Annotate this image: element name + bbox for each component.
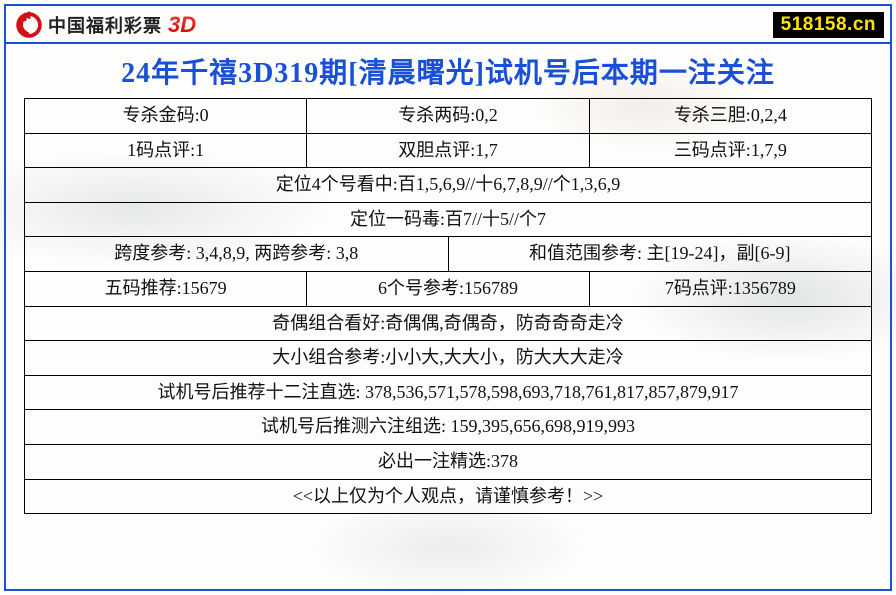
table-cell: 专杀三胆:0,2,4 [589, 99, 871, 133]
table-row: 跨度参考: 3,4,8,9, 两跨参考: 3,8和值范围参考: 主[19-24]… [25, 236, 871, 271]
site-badge: 518158.cn [773, 12, 884, 38]
table-cell: 五码推荐:15679 [25, 272, 306, 306]
table-cell: 6个号参考:156789 [306, 272, 588, 306]
table-cell: 跨度参考: 3,4,8,9, 两跨参考: 3,8 [25, 237, 448, 271]
table-cell: 定位一码毒:百7//十5//个7 [25, 203, 871, 237]
table-cell: 定位4个号看中:百1,5,6,9//十6,7,8,9//个1,3,6,9 [25, 168, 871, 202]
table-row: 必出一注精选:378 [25, 444, 871, 479]
logo-group: 中国福利彩票 3D [14, 10, 196, 40]
table-cell: 双胆点评:1,7 [306, 134, 588, 168]
table-cell: 和值范围参考: 主[19-24]，副[6-9] [448, 237, 872, 271]
table-row: 专杀金码:0专杀两码:0,2专杀三胆:0,2,4 [25, 99, 871, 133]
table-row: 定位4个号看中:百1,5,6,9//十6,7,8,9//个1,3,6,9 [25, 167, 871, 202]
table-cell: 试机号后推荐十二注直选: 378,536,571,578,598,693,718… [25, 376, 871, 410]
table-row: <<以上仅为个人观点，请谨慎参考！>> [25, 479, 871, 514]
lottery-logo-icon [14, 10, 44, 40]
brand-text-3d: 3D [168, 12, 196, 38]
table-cell: 奇偶组合看好:奇偶偶,奇偶奇，防奇奇奇走冷 [25, 307, 871, 341]
table-row: 1码点评:1双胆点评:1,7三码点评:1,7,9 [25, 133, 871, 168]
table-cell: 三码点评:1,7,9 [589, 134, 871, 168]
page-title: 24年千禧3D319期[清晨曙光]试机号后本期一注关注 [6, 44, 890, 98]
table-cell: 试机号后推测六注组选: 159,395,656,698,919,993 [25, 410, 871, 444]
header-bar: 中国福利彩票 3D 518158.cn [6, 6, 890, 44]
table-cell: 必出一注精选:378 [25, 445, 871, 479]
outer-frame: 中国福利彩票 3D 518158.cn 24年千禧3D319期[清晨曙光]试机号… [4, 4, 892, 591]
table-row: 大小组合参考:小小大,大大小，防大大大走冷 [25, 340, 871, 375]
table-cell: 专杀金码:0 [25, 99, 306, 133]
table-row: 五码推荐:156796个号参考:1567897码点评:1356789 [25, 271, 871, 306]
table-row: 定位一码毒:百7//十5//个7 [25, 202, 871, 237]
table-cell: 7码点评:1356789 [589, 272, 871, 306]
table-cell: <<以上仅为个人观点，请谨慎参考！>> [25, 480, 871, 514]
table-cell: 专杀两码:0,2 [306, 99, 588, 133]
table-cell: 大小组合参考:小小大,大大小，防大大大走冷 [25, 341, 871, 375]
table-row: 试机号后推荐十二注直选: 378,536,571,578,598,693,718… [25, 375, 871, 410]
brand-text-cn: 中国福利彩票 [48, 12, 162, 38]
table-row: 奇偶组合看好:奇偶偶,奇偶奇，防奇奇奇走冷 [25, 306, 871, 341]
prediction-table: 专杀金码:0专杀两码:0,2专杀三胆:0,2,41码点评:1双胆点评:1,7三码… [24, 98, 872, 514]
table-cell: 1码点评:1 [25, 134, 306, 168]
table-row: 试机号后推测六注组选: 159,395,656,698,919,993 [25, 409, 871, 444]
